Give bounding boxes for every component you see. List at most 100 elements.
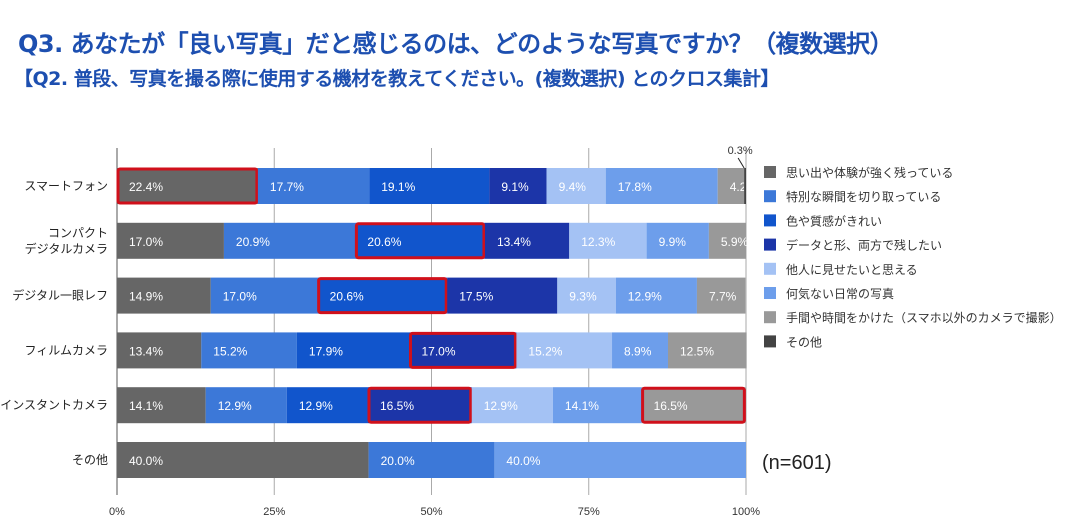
- bar-segment: [484, 222, 570, 259]
- bar-segment: [552, 387, 642, 424]
- bar-segment: [605, 168, 718, 204]
- bar-segment: [696, 277, 746, 314]
- data-label: 17.0%: [129, 235, 163, 249]
- legend-entry: データと形、両方で残したい: [786, 238, 942, 253]
- bar-segment: [117, 222, 224, 259]
- category-label: スマートフォン: [24, 179, 108, 193]
- bar-segment: [210, 277, 318, 314]
- legend-entry: 思い出や体験が強く残っている: [786, 165, 953, 180]
- bar-segment: [494, 442, 746, 478]
- bar-segment: [569, 222, 647, 259]
- data-label: 20.6%: [330, 290, 364, 304]
- highlight-box: [317, 277, 448, 315]
- data-label: 17.8%: [618, 180, 652, 194]
- legend-entry: 特別な瞬間を切り取っている: [786, 189, 941, 204]
- legend-entry: 手間や時間をかけた（スマホ以外のカメラで撮影）: [786, 311, 1062, 325]
- data-label: 16.5%: [654, 399, 688, 413]
- bar-segment: [516, 332, 613, 369]
- bar-segment: [717, 168, 745, 204]
- bar-segment: [409, 332, 517, 369]
- data-label: 4.2%: [730, 180, 758, 194]
- category-label: フィルムカメラ: [24, 343, 108, 357]
- bar-segment: [708, 222, 746, 259]
- bar-segment: [546, 168, 606, 204]
- bar-segment: [205, 387, 287, 424]
- bar-segment: [117, 168, 258, 204]
- data-label: 15.2%: [213, 344, 247, 358]
- data-label: 20.9%: [236, 235, 270, 249]
- data-label: 8.9%: [624, 344, 652, 358]
- bar-segment: [612, 332, 669, 369]
- bar-segment: [355, 222, 485, 259]
- data-label: 9.4%: [559, 180, 587, 194]
- bar-segment: [117, 277, 211, 314]
- data-label: 40.0%: [506, 454, 540, 468]
- data-label: 12.9%: [628, 290, 662, 304]
- bar-segment: [368, 442, 495, 478]
- highlight-box: [354, 222, 486, 260]
- bar-segment: [257, 168, 370, 204]
- data-label: 20.0%: [381, 454, 415, 468]
- bar-segment: [201, 332, 297, 369]
- data-label: 5.9%: [721, 235, 749, 249]
- legend-swatch: [764, 214, 776, 227]
- bar-segment: [557, 277, 616, 314]
- chart-title: Q3. あなたが「良い写真」だと感じるのは、どのような写真ですか？（複数選択）: [18, 30, 894, 58]
- data-label: 13.4%: [497, 235, 531, 249]
- bar-segment: [668, 332, 747, 369]
- category-label: インスタントカメラ: [0, 398, 108, 412]
- legend-swatch: [764, 166, 776, 178]
- category-label: デジタルカメラ: [25, 241, 108, 256]
- data-label: 14.9%: [129, 290, 163, 304]
- bar-segment: [117, 332, 202, 369]
- x-tick-label: 25%: [263, 506, 285, 518]
- highlight-box: [408, 331, 517, 369]
- data-label: 17.9%: [309, 344, 343, 358]
- legend-swatch: [764, 238, 776, 251]
- data-label: 12.5%: [680, 344, 714, 358]
- data-label: 12.9%: [218, 399, 252, 413]
- data-label: 17.5%: [459, 290, 493, 304]
- bar-segment: [296, 332, 410, 369]
- bar-segment: [367, 387, 472, 424]
- legend-entry: その他: [786, 335, 822, 349]
- highlight-box: [367, 386, 473, 424]
- bar-segment: [223, 222, 356, 259]
- legend-swatch: [764, 287, 776, 299]
- highlight-box: [116, 167, 259, 205]
- bar-segment: [615, 277, 697, 314]
- data-label: 12.3%: [581, 235, 615, 249]
- bar-segment: [646, 222, 709, 259]
- category-label: デジタル一眼レフ: [12, 288, 108, 303]
- x-tick-label: 100%: [732, 506, 760, 518]
- bar-segment: [489, 168, 547, 204]
- bar-segment: [117, 387, 206, 424]
- x-tick-label: 75%: [578, 506, 600, 518]
- data-label: 7.7%: [709, 290, 737, 304]
- data-label: 17.7%: [270, 180, 304, 194]
- data-label: 17.0%: [223, 290, 257, 304]
- bar-segment: [369, 168, 490, 204]
- legend-swatch: [764, 311, 776, 324]
- category-label: その他: [72, 453, 108, 467]
- legend-swatch: [764, 190, 776, 203]
- bar-segment: [286, 387, 368, 424]
- leader-line: [737, 157, 745, 169]
- data-label: 9.3%: [569, 290, 597, 304]
- data-label: 13.4%: [129, 344, 163, 358]
- data-label: 20.6%: [367, 235, 401, 249]
- bar-segment: [744, 168, 746, 204]
- bar-segment: [317, 277, 448, 314]
- data-label: 14.1%: [129, 399, 163, 413]
- data-label: 12.9%: [299, 399, 333, 413]
- data-label: 9.9%: [659, 235, 687, 249]
- legend-swatch: [764, 335, 776, 348]
- data-label: 19.1%: [381, 180, 415, 194]
- chart-subtitle: 【Q2. 普段、写真を撮る際に使用する機材を教えてください。(複数選択) とのク…: [14, 68, 779, 90]
- data-label: 12.9%: [484, 399, 518, 413]
- data-label: 16.5%: [380, 399, 414, 413]
- legend-entry: 色や質感がきれい: [786, 213, 882, 228]
- bar-segment: [471, 387, 553, 424]
- category-label: コンパクト: [48, 226, 108, 240]
